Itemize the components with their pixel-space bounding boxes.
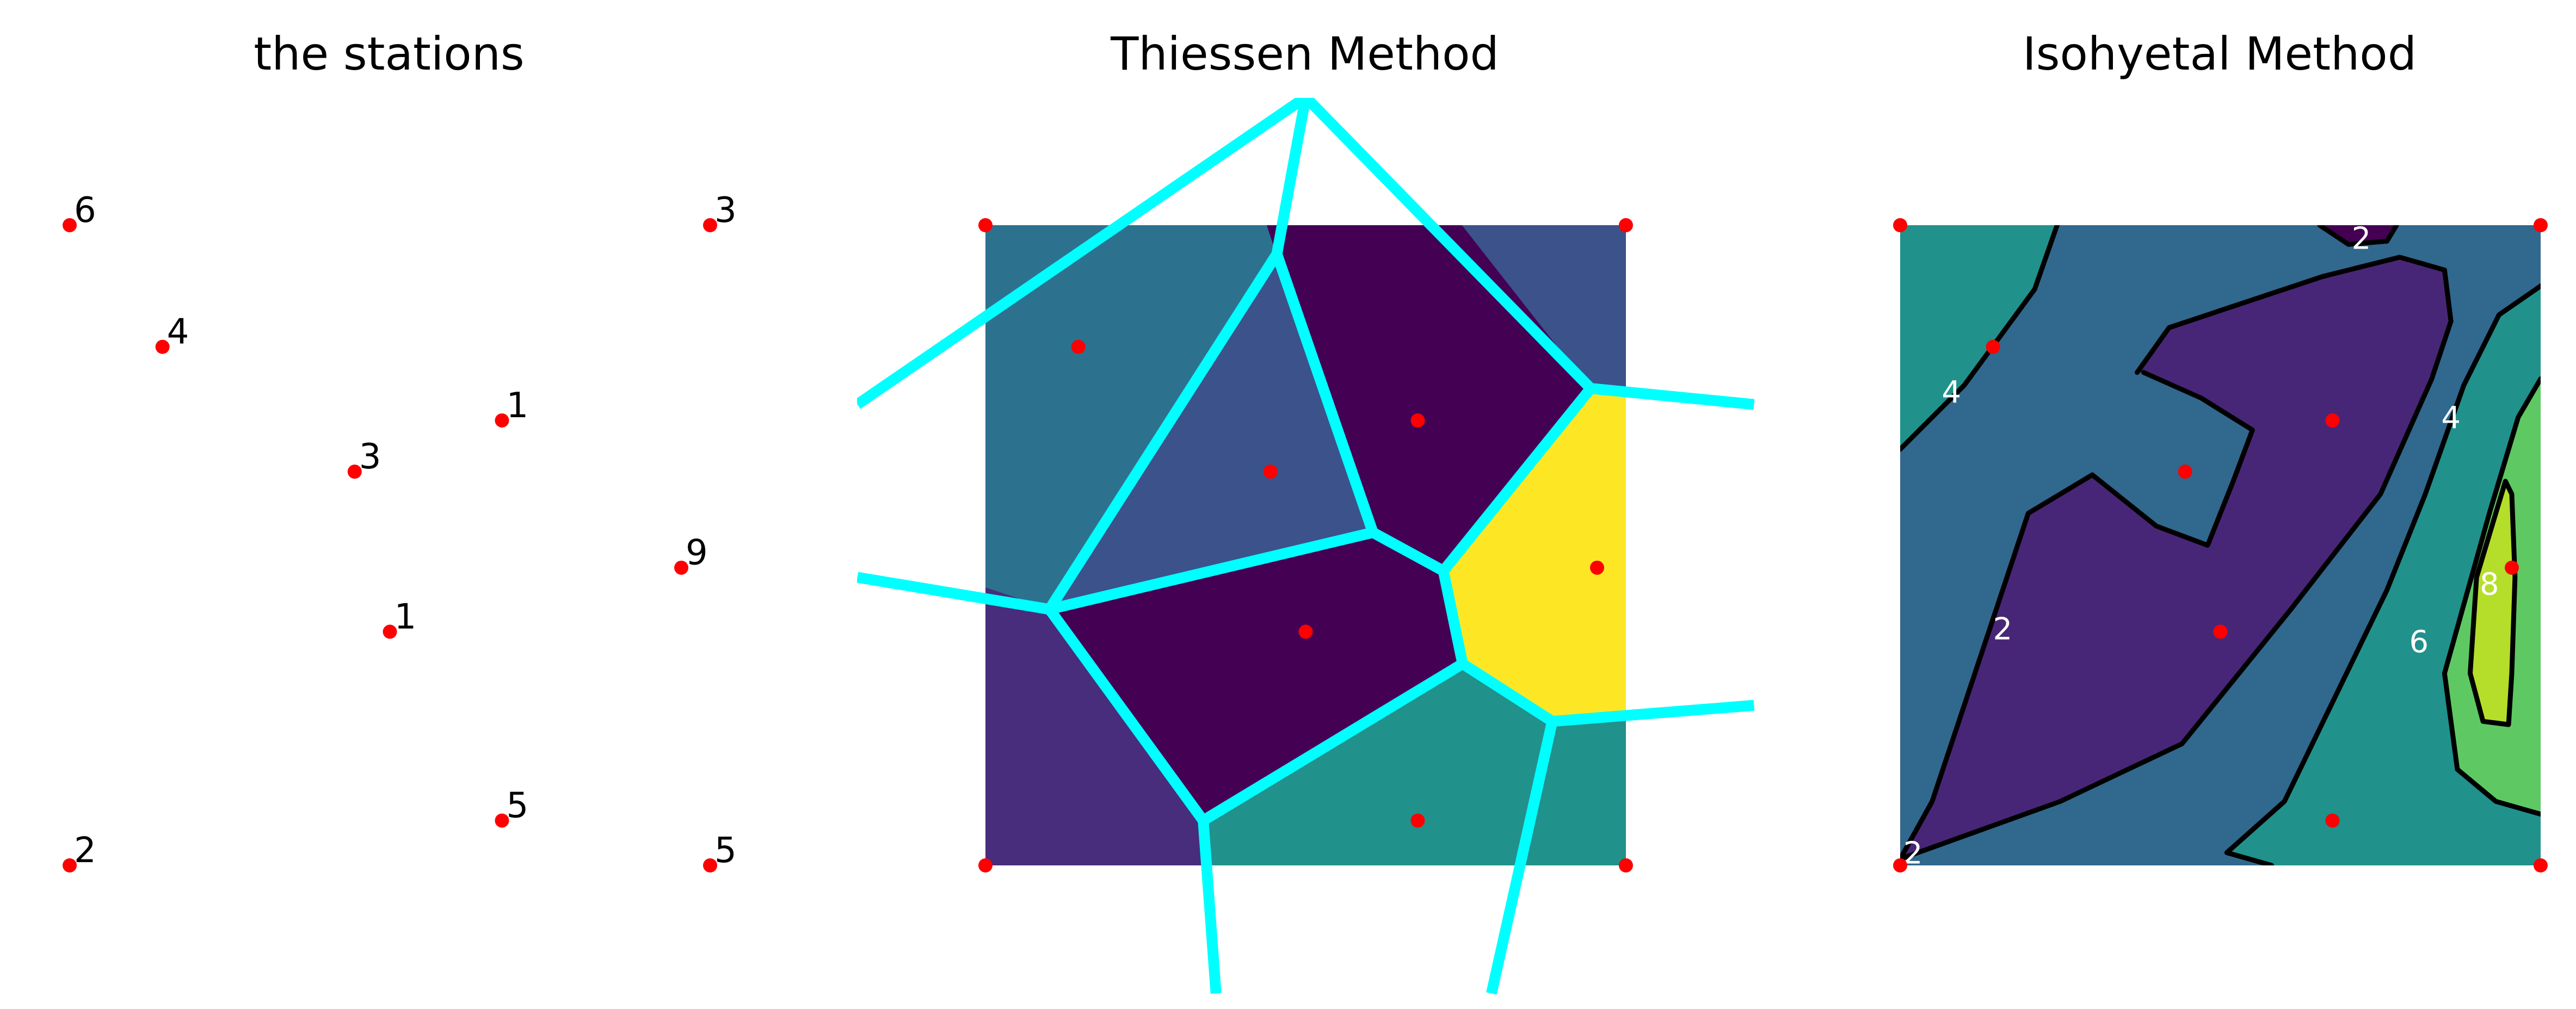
station-value-label: 3 (714, 190, 737, 231)
contour-line (2468, 479, 2518, 727)
thiessen-edge (1459, 659, 1556, 726)
station-point (2505, 560, 2519, 575)
thiessen-edge (1302, 98, 1595, 393)
thiessen-edge (1045, 606, 1208, 824)
contour-level-label: 2 (1993, 612, 2012, 647)
station-point (2325, 413, 2340, 428)
station-value-label: 3 (359, 437, 381, 477)
station-point (703, 858, 717, 872)
thiessen-edge (857, 98, 1309, 409)
station-point (703, 218, 717, 232)
contour-level-label: 2 (2352, 221, 2371, 257)
thiessen-edge (1486, 720, 1558, 995)
station-point (978, 218, 993, 232)
station-point (1893, 218, 1907, 232)
contour-line (2317, 225, 2399, 247)
station-point (63, 218, 77, 232)
thiessen-station-points (978, 218, 1633, 872)
station-value-label: 1 (506, 386, 528, 426)
isohyetal-regions (1900, 225, 2541, 865)
isohyetal-contours (1900, 225, 2541, 865)
station-point (347, 465, 362, 479)
panel-isohyetal: Isohyetal Method 2 4 4 2 8 6 2 (1893, 27, 2548, 872)
thiessen-edge (1438, 570, 1468, 665)
isohyetal-station-points (1893, 218, 2548, 872)
contour-line (1900, 255, 2454, 862)
station-point (1298, 624, 1313, 639)
station-value-label: 2 (74, 831, 96, 871)
station-value-label: 6 (74, 190, 96, 231)
station-value-label: 5 (714, 831, 737, 871)
contour-region (2470, 481, 2515, 725)
station-point (63, 858, 77, 872)
thiessen-edge (1590, 383, 1754, 410)
thiessen-edge (1551, 700, 1754, 727)
thiessen-edge (1272, 252, 1378, 535)
station-point (1071, 339, 1086, 354)
station-point (1619, 218, 1633, 232)
station-point (2534, 858, 2548, 872)
station-value-label: 9 (686, 533, 708, 573)
station-point (155, 339, 170, 354)
station-point (2178, 465, 2192, 479)
station-points (63, 218, 717, 872)
station-point (674, 560, 689, 575)
station-point (1590, 560, 1605, 575)
station-point (1410, 813, 1425, 828)
panel-title-isohyetal: Isohyetal Method (2023, 27, 2417, 81)
thiessen-edges (857, 98, 1754, 995)
station-point (383, 624, 397, 639)
station-point (1619, 858, 1633, 872)
station-point (1263, 465, 1278, 479)
thiessen-edge (1198, 820, 1222, 994)
contour-region (1900, 257, 2451, 859)
contour-level-label: 4 (1942, 375, 1961, 410)
thiessen-cell (1462, 225, 1626, 399)
panel-title-stations: the stations (254, 27, 524, 81)
contour-line (2442, 376, 2541, 817)
station-value-label: 1 (395, 597, 417, 637)
station-point (2534, 218, 2548, 232)
panel-thiessen: Thiessen Method (857, 27, 1754, 995)
station-value-label: 4 (167, 312, 189, 352)
contour-level-label: 4 (2441, 400, 2461, 436)
thiessen-edge (1045, 251, 1281, 612)
panel-title-thiessen: Thiessen Method (1110, 27, 1499, 81)
station-point (1893, 858, 1907, 872)
contour-level-label: 8 (2480, 567, 2499, 602)
thiessen-edge (1048, 527, 1375, 615)
thiessen-edge (1271, 98, 1311, 255)
contour-level-label: 6 (2409, 624, 2429, 660)
station-point (2213, 624, 2228, 639)
thiessen-edge (857, 572, 1051, 615)
station-value-label: 5 (506, 786, 528, 826)
station-point (495, 413, 509, 428)
isohyetal-contour-labels: 2 4 4 2 8 6 2 (1903, 221, 2499, 871)
contour-region (1900, 225, 2057, 449)
contour-line (2224, 283, 2541, 865)
station-point (495, 813, 509, 828)
station-point (978, 858, 993, 872)
station-point (2325, 813, 2340, 828)
thiessen-edge (1200, 659, 1466, 826)
thiessen-edge (1370, 528, 1446, 576)
contour-level-label: 2 (1903, 835, 1923, 871)
station-point (1410, 413, 1425, 428)
thiessen-edge (1439, 385, 1595, 574)
station-point (1986, 339, 2000, 354)
contour-line (1900, 225, 2060, 452)
